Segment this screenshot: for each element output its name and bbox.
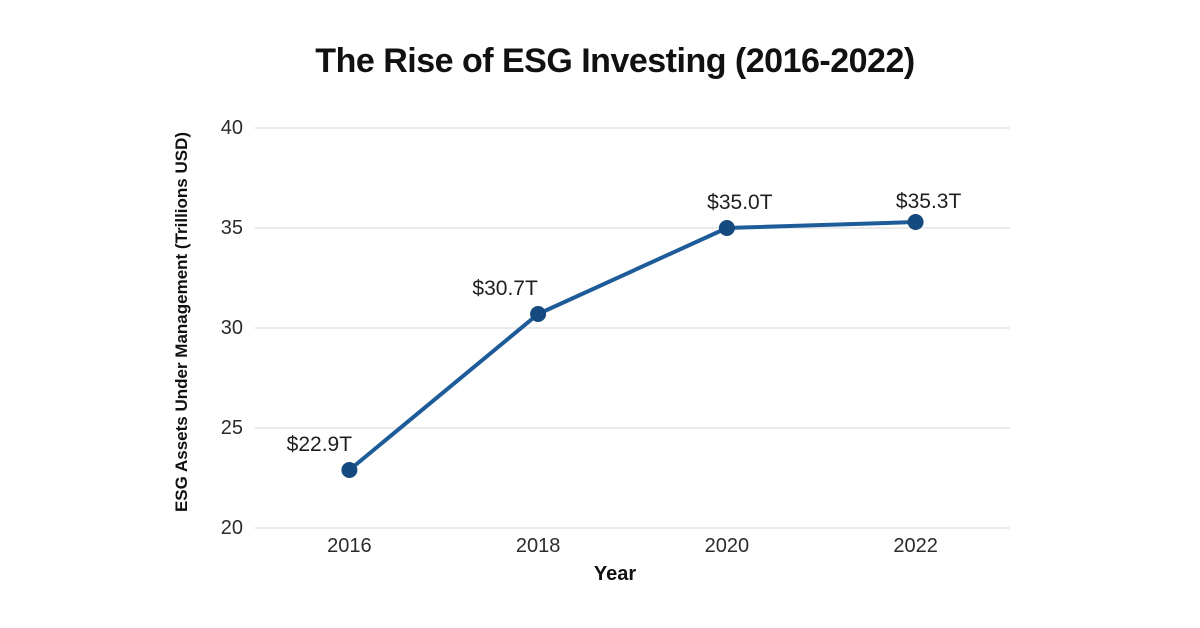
y-tick-label-25: 25	[220, 417, 243, 439]
line-series	[341, 214, 924, 478]
series-line	[347, 220, 918, 472]
data-point-2016	[341, 462, 358, 478]
y-tick-label-30: 30	[220, 317, 243, 339]
y-tick-label-35: 35	[220, 217, 243, 239]
gridline-y-25	[255, 427, 1010, 429]
chart-title: The Rise of ESG Investing (2016-2022)	[315, 42, 915, 80]
data-point-2018	[530, 306, 547, 322]
x-tick-label-2018: 2018	[515, 535, 561, 557]
gridline-y-20	[255, 527, 1010, 529]
data-label-2018: $30.7T	[472, 277, 538, 300]
y-tick-label-20: 20	[220, 517, 243, 539]
x-axis-title: Year	[593, 563, 637, 585]
x-tick-label-2016: 2016	[327, 535, 372, 557]
data-label-2016: $22.9T	[286, 433, 353, 456]
gridline-y-40	[255, 127, 1010, 129]
gridline-y-35	[255, 227, 1010, 229]
data-point-2020	[718, 220, 735, 236]
y-tick-label-40: 40	[220, 117, 243, 139]
plot-area	[255, 127, 1010, 529]
data-label-2020: $35.0T	[707, 191, 773, 214]
data-point-2022	[907, 214, 924, 230]
x-tick-label-2020: 2020	[704, 535, 750, 557]
gridline-y-30	[255, 327, 1010, 329]
data-label-2022: $35.3T	[895, 190, 962, 213]
x-tick-label-2022: 2022	[893, 535, 938, 557]
